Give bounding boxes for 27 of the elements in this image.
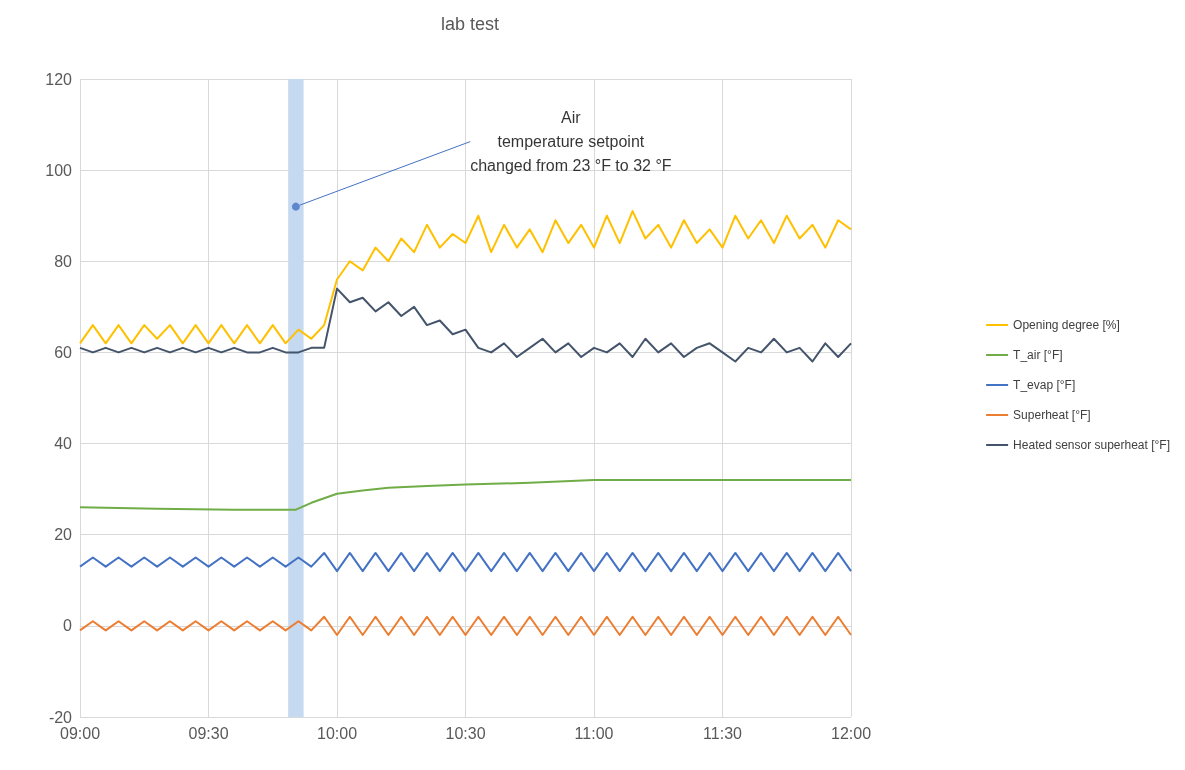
x-tick-label: 09:00 [59, 724, 101, 742]
y-tick-label: 0 [63, 617, 73, 635]
line-series [79, 479, 852, 511]
legend-label: T_evap [°F] [1013, 378, 1076, 392]
x-tick-label: 09:30 [188, 724, 229, 742]
x-tick-label: 10:30 [445, 724, 486, 742]
line-series [79, 210, 852, 345]
y-tick-label: -20 [48, 708, 73, 726]
y-tick-label: 40 [54, 435, 73, 453]
x-tick-label: 10:00 [316, 724, 358, 742]
x-tick-label: 11:00 [574, 724, 614, 742]
legend-label: Heated sensor superheat [°F] [1013, 438, 1171, 452]
annotation: Air temperature setpoint changed from 23 °F to 32 °F [470, 109, 672, 175]
y-tick-label: 120 [45, 70, 73, 88]
y-tick-label: 80 [54, 252, 73, 270]
x-tick-label: 11:30 [703, 724, 743, 742]
line-series [79, 551, 852, 573]
y-tick-label: 100 [45, 161, 73, 179]
x-tick-label: 12:00 [830, 724, 872, 742]
line-series [79, 615, 852, 636]
legend-label: T_air [°F] [1013, 348, 1063, 362]
line-series [79, 287, 852, 363]
y-tick-label: 20 [54, 526, 73, 544]
legend-label: Superheat [°F] [1013, 408, 1091, 422]
legend-label: Opening degree [%] [1013, 318, 1120, 332]
chart-title: lab test [440, 14, 500, 34]
y-tick-label: 60 [54, 343, 73, 361]
